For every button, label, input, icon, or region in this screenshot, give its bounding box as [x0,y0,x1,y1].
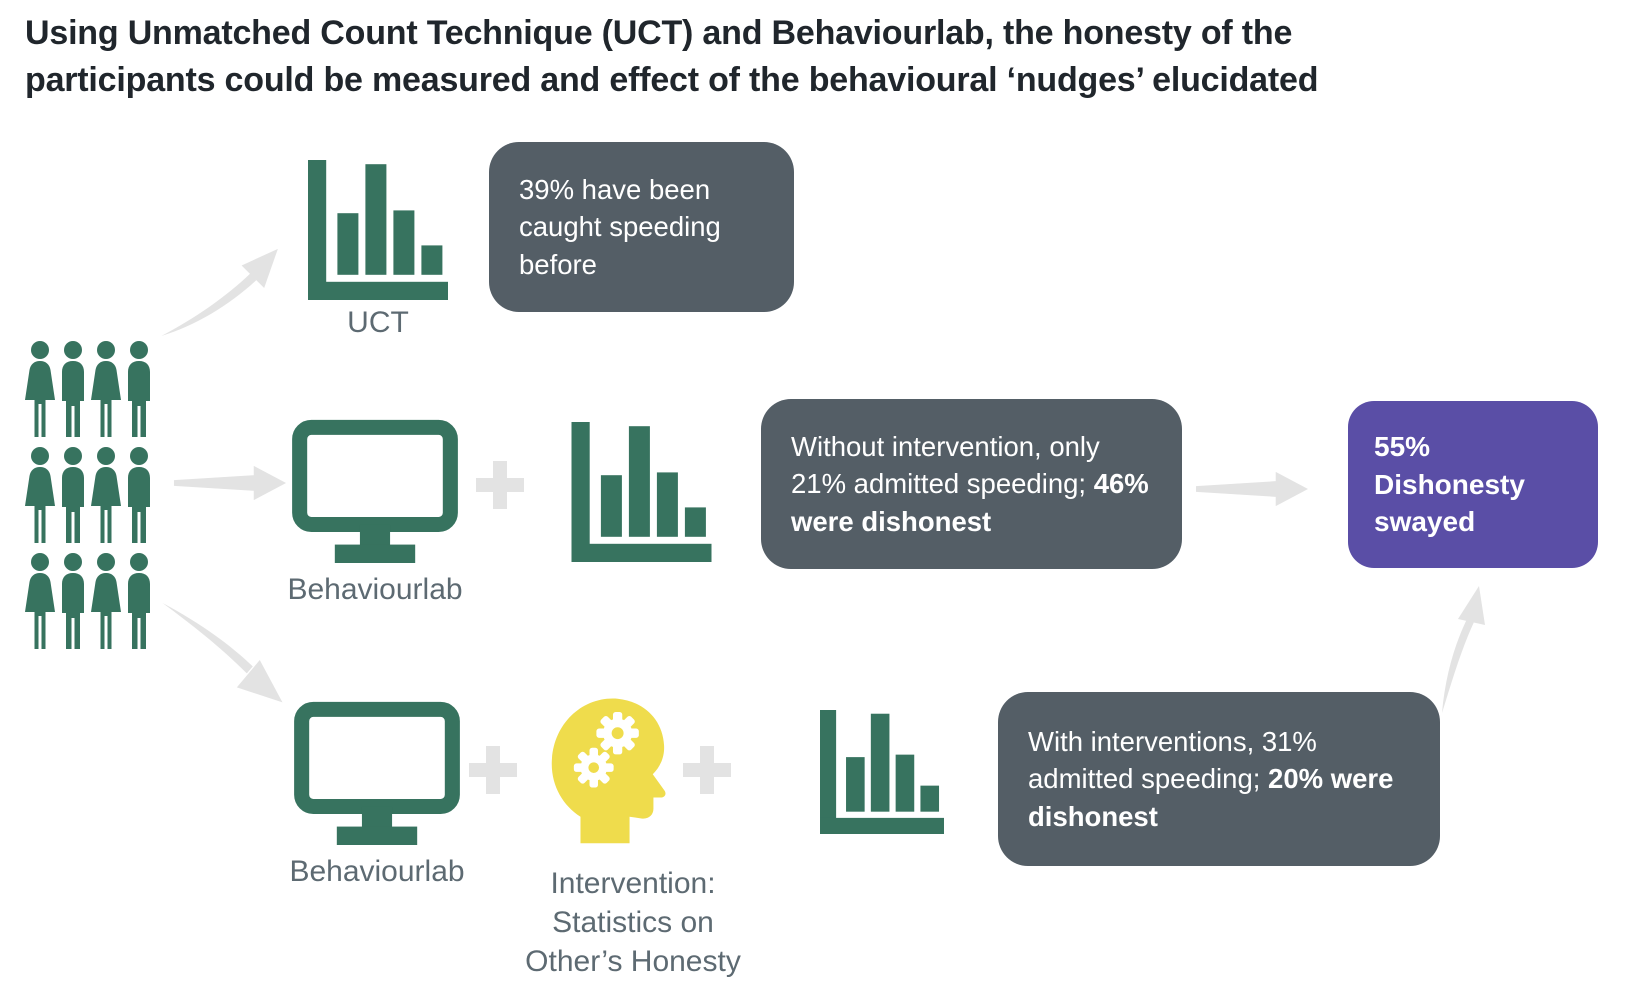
plus-icon [683,746,731,794]
with-intervention-callout: With interventions, 31% admitted speedin… [998,692,1440,866]
people-row [25,553,150,649]
monitor-icon [292,419,458,563]
monitor-icon [294,701,460,845]
plus-icon [476,461,524,509]
no-intervention-callout: Without intervention, only 21% admitted … [761,399,1182,569]
arrow-curve-up-icon [1442,586,1485,713]
head-gears-icon [551,698,666,844]
page-title-line1: Using Unmatched Count Technique (UCT) an… [25,14,1293,52]
participants-group [20,340,160,650]
page-title: Using Unmatched Count Technique (UCT) an… [25,10,1585,104]
uct-bar-chart-icon [308,160,448,300]
bar-chart-icon [820,710,944,834]
outcome-callout: 55% Dishonesty swayed [1348,401,1598,568]
no-intervention-callout-text: Without intervention, only 21% admitted … [791,430,1149,537]
arrow-curve-up-icon [161,248,278,337]
page-title-line2: participants could be measured and effec… [25,60,1319,99]
intervention-label: Intervention: Statistics on Other’s Hone… [525,867,741,978]
uct-callout: 39% have been caught speeding before [489,142,794,312]
bar-chart-icon [571,422,712,562]
behaviourlab-label: Behaviourlab [287,573,463,606]
uct-label: UCT [347,306,409,339]
arrow-right-icon [173,465,287,501]
people-row [25,341,150,437]
with-intervention-callout-text: With interventions, 31% admitted speedin… [1028,725,1394,832]
arrow-curve-down-icon [162,602,283,703]
people-row [25,447,150,543]
plus-icon [469,746,517,794]
uct-callout-text: 39% have been caught speeding before [519,173,721,280]
behaviourlab-label: Behaviourlab [289,855,465,888]
arrow-right-icon [1196,471,1308,507]
outcome-callout-text: 55% Dishonesty swayed [1374,430,1525,538]
